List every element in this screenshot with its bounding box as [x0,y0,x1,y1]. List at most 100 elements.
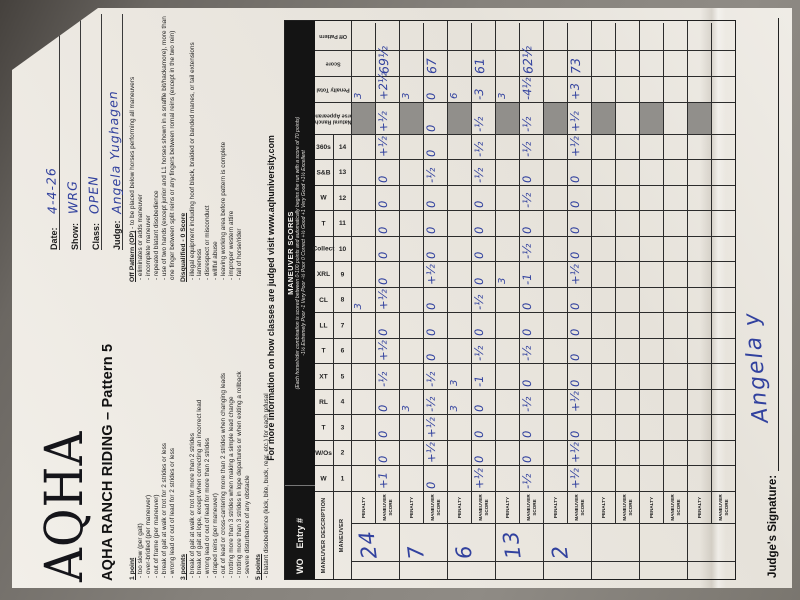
penalty-cell [352,416,376,441]
maneuver-column-header: Collect 10 [315,236,351,262]
maneuver-code: T [315,212,334,237]
penalty-total-top-cell [544,77,568,102]
score-top-cell [352,51,376,76]
wo-label: WO [295,558,305,574]
maneuver-cell [688,211,735,237]
penalty-cell [688,161,712,186]
maneuver-code-text: XRL [317,271,331,279]
maneuver-number-text: 10 [338,245,346,253]
penalty-cell [640,314,664,339]
maneuver-code-text: W [320,475,327,483]
maneuver-score-cell: 0 [520,365,543,390]
wo-cell [544,561,591,579]
penalty-cell [544,186,568,211]
maneuver-score-cell [616,237,639,262]
score-top-cell [544,51,568,76]
maneuver-score-cell: 0 [472,314,495,339]
off-pattern-top-cell [400,23,424,50]
guideline-item: - willful abuse [212,241,220,280]
maneuver-score-handwritten: +½ [375,136,391,158]
maneuver-cell [688,338,735,364]
maneuver-score-handwritten: 0 [423,302,439,311]
penalty-cell [592,314,616,339]
maneuver-score-cell: 0 [520,212,543,237]
maneuver-score-cell: 0 [424,339,447,364]
guideline-item: - break of gait at lope, except when cor… [196,399,204,578]
row-labels-cell: PENALTY MANEUVER SCORE [640,491,687,523]
maneuver-score-handwritten: -½ [471,167,487,184]
shaded-cell [496,103,520,134]
form-title: AQHA RANCH RIDING – Pattern 5 [100,343,116,581]
shaded-cell [592,103,616,134]
maneuver-score-cell [712,135,735,160]
maneuver-number-text: 13 [338,169,346,177]
row-labels-cell: PENALTY MANEUVER SCORE [688,491,735,523]
maneuver-cell: -½ [448,287,495,313]
maneuver-tally-handwritten: 0 [423,92,439,101]
wo-cell [448,561,495,579]
entry-block: 6 PENALTY MANEUVER SCORE +½ 0 0 3 0 3 -1 -½ 0 -½ 0 0 0 0… [447,21,495,579]
entry-number-handwritten: 2 [547,543,573,561]
row-labels-cell: PENALTY MANEUVER SCORE [352,491,399,523]
penalty-cell [496,161,520,186]
maneuver-score-handwritten: -½ [519,345,535,362]
natural-ranch-appearance-cell [640,102,687,134]
maneuver-score-cell: -½ [424,365,447,390]
maneuver-tally-handwritten: +3 [567,82,583,101]
maneuver-score-cell: +½ [376,288,399,313]
guideline-heading: Disqualified - 0 Score [180,212,188,282]
maneuver-scores-title: MANEUVER SCORES [286,211,295,295]
maneuver-score-cell: 0 [472,441,495,466]
maneuver-score-handwritten: +½ [423,442,439,464]
penalty-cell [592,390,616,415]
score-cell [592,50,639,76]
entry-blocks: 24 PENALTY MANEUVER SCORE +1 0 0 0 -½ +½ 0 3 +½ 0 0 0 0… [351,21,735,579]
maneuver-score-cell: +½ [472,467,495,492]
penalty-row-label: PENALTY [544,492,568,523]
penalty-cell [640,135,664,160]
maneuver-score-cell: -½ [520,135,543,160]
penalty-cell [496,467,520,492]
maneuver-score-cell: +½ [568,390,591,415]
maneuver-score-cell [712,441,735,466]
maneuver-cell [640,440,687,466]
penalty-cell [640,186,664,211]
wo-cell [688,561,735,579]
maneuver-cell: 0 [496,211,543,237]
penalty-cell [400,161,424,186]
maneuver-cell [640,287,687,313]
maneuver-score-cell: -½ [472,161,495,186]
nrha-score-handwritten: 0 [423,124,439,133]
maneuver-cell: 0 [496,313,543,339]
maneuver-score-handwritten: 0 [375,277,391,286]
off-pattern-cell [352,23,399,50]
shaded-cell [400,103,424,134]
penalty-total-top-cell [592,77,616,102]
maneuver-score-cell: +½ [424,416,447,441]
maneuver-cell: +½ [400,440,447,466]
maneuver-cell: 0 [400,211,447,237]
penalty-cell [688,365,712,390]
maneuver-score-cell: +½ [568,263,591,288]
maneuver-score-handwritten: 0 [519,175,535,184]
penalty-cell [592,212,616,237]
maneuver-cell: 0 [448,440,495,466]
nrha-score-cell [616,103,639,134]
maneuver-score-cell [664,314,687,339]
maneuver-code-text: W/Os [315,449,333,457]
penalty-cell [544,237,568,262]
maneuver-score-row-label: MANEUVER SCORE [478,494,489,521]
maneuver-number-text: 6 [340,347,345,355]
entry-number-cell: 2 [544,523,591,561]
penalty-cell [544,212,568,237]
maneuver-score-cell [664,135,687,160]
penalty-row-label: PENALTY [448,492,472,523]
maneuver-tally-cell [664,77,687,102]
maneuver-cell: +½ [544,466,591,492]
entry-block: PENALTY MANEUVER SCORE [639,21,687,579]
maneuver-code-text: CL [319,296,329,304]
guideline-item: - draped reins (per maneuver) [212,493,220,578]
maneuver-score-cell: 0 [568,416,591,441]
